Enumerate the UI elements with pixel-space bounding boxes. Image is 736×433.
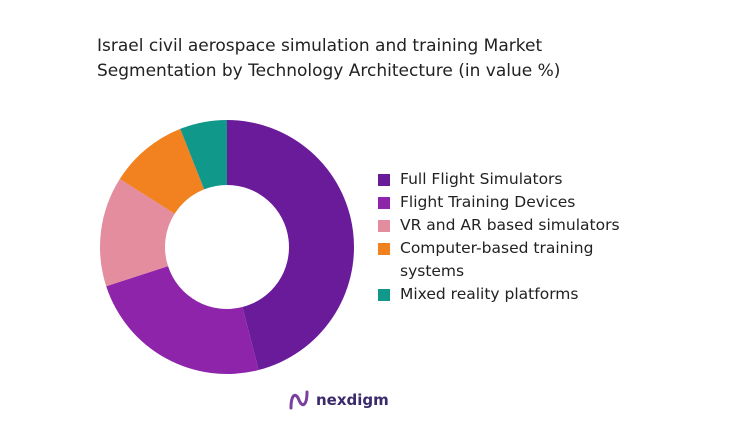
legend-item: Computer-based training systems — [378, 237, 638, 283]
legend-item: Mixed reality platforms — [378, 283, 638, 306]
legend-label: VR and AR based simulators — [400, 216, 620, 234]
donut-slice — [106, 266, 259, 374]
logo: nexdigm — [288, 388, 389, 412]
legend-label: Flight Training Devices — [400, 193, 576, 211]
logo-icon — [289, 390, 309, 410]
donut-slice — [100, 178, 175, 287]
legend-swatch — [378, 197, 390, 209]
legend-item: Flight Training Devices — [378, 191, 638, 214]
legend-label: Computer-based training systems — [400, 239, 594, 280]
legend-item: Full Flight Simulators — [378, 168, 638, 191]
legend-swatch — [378, 289, 390, 301]
legend-label: Full Flight Simulators — [400, 170, 563, 188]
donut-slice — [180, 120, 227, 190]
chart-title: Israel civil aerospace simulation and tr… — [97, 36, 561, 81]
donut-slice — [119, 128, 205, 214]
legend-label: Mixed reality platforms — [400, 285, 579, 303]
logo-text: nexdigm — [316, 391, 389, 409]
legend-item: VR and AR based simulators — [378, 214, 638, 237]
legend-swatch — [378, 243, 390, 255]
legend-swatch — [378, 174, 390, 186]
legend-swatch — [378, 220, 390, 232]
donut-slice — [227, 120, 354, 371]
legend: Full Flight Simulators Flight Training De… — [378, 168, 638, 306]
